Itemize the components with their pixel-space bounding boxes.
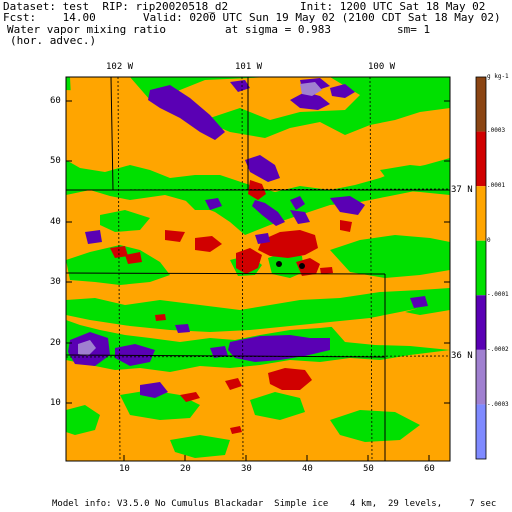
colorbar-segment [476,404,486,459]
colorbar-tick-label: .0001 [487,182,506,189]
smoothing-label: sm= 1 [397,23,431,36]
colorbar-tick-label: 0 [487,237,491,244]
y-tick-label: 40 [50,217,61,227]
forecast-hour-label: Fcst: 14.00 [3,11,96,24]
y-tick-label: 50 [50,156,61,166]
x-tick-label: 10 [119,464,130,474]
sigma-level-label: at sigma = 0.983 [225,23,331,36]
red-contours [110,180,352,434]
model-info-footer: Model info: V3.5.0 No Cumulus Blackadar … [52,499,497,509]
y-tick-label: 30 [50,277,61,287]
valid-time-label: Valid: 0200 UTC Sun 19 May 02 (2100 CDT … [143,11,501,24]
init-time-label: Init: 1200 UTC Sat 18 May 02 [300,0,486,13]
colorbar-tick-label: -.0001 [487,291,509,298]
lat-label-37n: 37 N [451,185,473,195]
colorbar-segment [476,240,486,296]
lat-lon-lines [66,77,450,461]
lon-label-101w: 101 W [235,62,263,72]
x-tick-label: 50 [363,464,374,474]
colorbar-segment [476,77,486,132]
x-tick-label: 30 [241,464,252,474]
y-tick-label: 20 [50,338,61,348]
axis-ticks [66,100,450,461]
y-tick-label: 10 [50,398,61,408]
colorbar-segment [476,186,486,241]
lavender-contours [78,82,322,356]
lon-label-100w: 100 W [368,62,396,72]
colorbar-segment [476,295,486,350]
field-subtitle-label: (hor. advec.) [10,34,97,47]
colorbar-tick-label: -.0003 [487,401,509,408]
dataset-label: Dataset: test RIP: rip20020518_d2 [3,0,229,13]
colorbar-tick-label: .0003 [487,127,506,134]
colorbar-segment [476,349,486,405]
green-contours [66,165,450,458]
colorbar-segment [476,131,486,187]
x-tick-label: 40 [302,464,313,474]
station-dot [299,263,305,269]
colorbar-unit-label: g kg-1 [487,73,509,80]
colorbar-tick-label: -.0002 [487,346,509,353]
x-tick-label: 60 [424,464,435,474]
map-frame [65,76,451,462]
x-tick-label: 20 [180,464,191,474]
lon-label-102w: 102 W [106,62,134,72]
lat-label-36n: 36 N [451,351,473,361]
y-tick-label: 60 [50,96,61,106]
station-dot [276,261,282,267]
field-name-label: Water vapor mixing ratio [7,23,166,36]
